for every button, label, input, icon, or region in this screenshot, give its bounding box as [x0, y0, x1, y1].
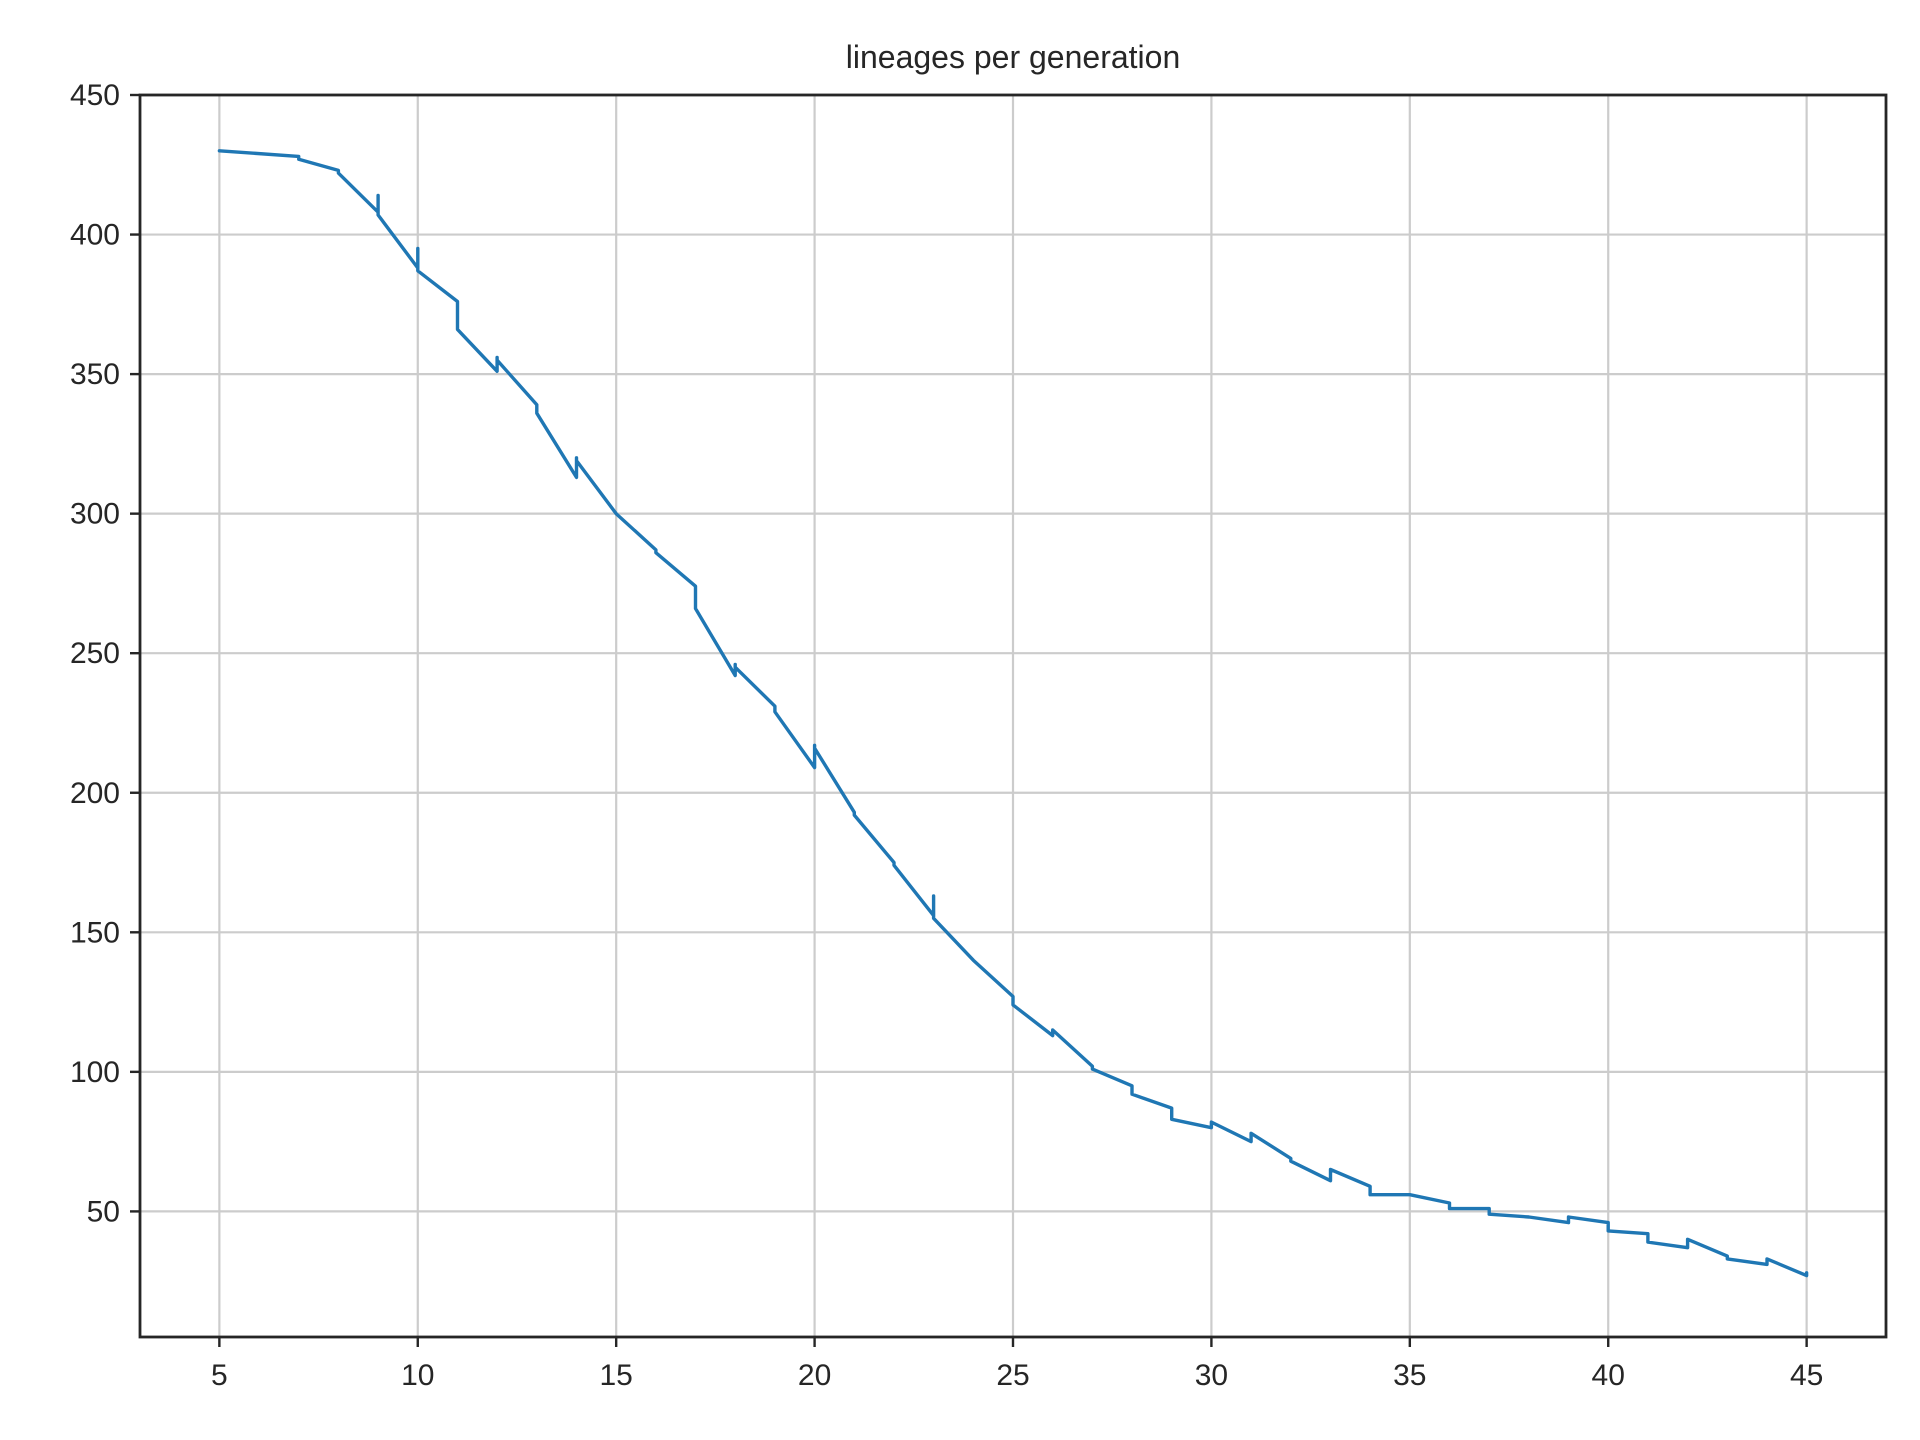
x-tick-label: 40: [1592, 1359, 1625, 1392]
x-axis: 5 10 15 20 25 30 35 40 45: [211, 1337, 1823, 1392]
x-tick-label: 15: [599, 1359, 632, 1392]
y-tick-label: 350: [70, 358, 120, 391]
x-tick-label: 10: [401, 1359, 434, 1392]
y-tick-label: 50: [87, 1195, 120, 1228]
y-tick-label: 200: [70, 777, 120, 810]
y-tick-label: 450: [70, 79, 120, 112]
y-tick-label: 150: [70, 916, 120, 949]
y-axis: 50 100 150 200 250 300 350 400 450: [70, 79, 140, 1228]
y-tick-label: 300: [70, 498, 120, 531]
x-tick-label: 35: [1393, 1359, 1426, 1392]
y-tick-label: 100: [70, 1056, 120, 1089]
x-tick-label: 45: [1790, 1359, 1823, 1392]
x-tick-label: 5: [211, 1359, 228, 1392]
grid-vertical: [218, 95, 1808, 1337]
y-tick-label: 400: [70, 219, 120, 252]
x-tick-label: 25: [996, 1359, 1029, 1392]
chart-title: lineages per generation: [846, 39, 1180, 75]
series-line: [217, 149, 1809, 1278]
x-tick-label: 20: [798, 1359, 831, 1392]
series-group: [217, 149, 1809, 1278]
y-tick-label: 250: [70, 637, 120, 670]
x-tick-label: 30: [1195, 1359, 1228, 1392]
